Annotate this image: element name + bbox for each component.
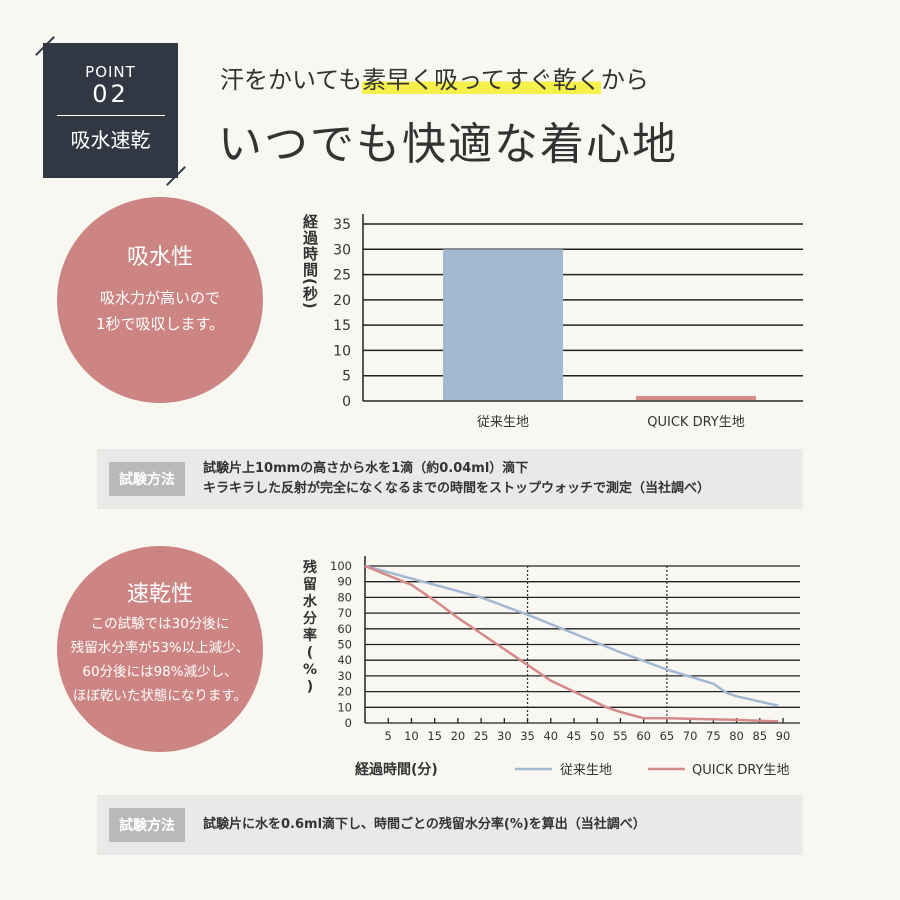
point-badge: POINT 02 吸水速乾 [43, 43, 178, 178]
x-tick-label: 65 [660, 729, 675, 743]
y-tick-label: 40 [337, 653, 352, 667]
y-tick-label: 10 [337, 700, 352, 714]
y-tick-label: 5 [342, 369, 351, 385]
circle-text: 1秒で吸収します。 [95, 315, 225, 333]
x-tick-label: 50 [590, 729, 605, 743]
badge-divider [56, 115, 165, 116]
y-tick-label: 90 [337, 575, 352, 589]
series-line [364, 564, 779, 723]
quick-dry-circle: 速乾性 この試験では30分後に 残留水分率が53%以上減少、 60分後には98%… [57, 546, 263, 752]
series-line [364, 564, 779, 707]
absorbency-circle: 吸水性 吸水力が高いので 1秒で吸収します。 [57, 197, 263, 403]
point-number: 02 [92, 80, 129, 108]
x-tick-label: 85 [752, 729, 767, 743]
x-axis-label: 経過時間(分) [355, 761, 438, 778]
page-title: いつでも快適な着心地 [218, 119, 678, 170]
y-tick-label: 20 [333, 293, 351, 309]
y-tick-label: 30 [337, 669, 352, 683]
y-tick-label: 60 [337, 622, 352, 636]
bar-chart-y-axis-label: 経過時間(秒) [301, 214, 319, 310]
subtitle-highlight: 素早く吸ってすぐ乾く [362, 66, 601, 94]
test-method-text: キラキラした反射が完全になくなるまでの時間をストップウォッチで測定（当社調べ） [203, 481, 711, 496]
legend-label: 従来生地 [560, 763, 612, 778]
test-method-label: 試験方法 [109, 462, 185, 496]
subtitle: 汗をかいても素早く吸ってすぐ乾くから [220, 60, 649, 95]
y-tick-label: 25 [333, 268, 351, 284]
x-tick-label: 70 [683, 729, 698, 743]
test-method-box-2: 試験方法 試験片に水を0.6ml滴下し、時間ごとの残留水分率(%)を算出（当社調… [97, 795, 803, 855]
legend-label: QUICK DRY生地 [692, 763, 789, 778]
x-tick-label: 45 [567, 729, 582, 743]
x-tick-label: 20 [451, 729, 466, 743]
circle-heading: 速乾性 [126, 582, 193, 607]
circle-text: 残留水分率が53%以上減少、 [70, 640, 250, 656]
y-tick-label: 20 [337, 685, 352, 699]
x-tick-label: 10 [404, 729, 419, 743]
y-tick-label: 35 [333, 217, 351, 233]
y-tick-label: 0 [342, 394, 351, 410]
y-axis-label-char: % [303, 662, 317, 678]
y-tick-label: 30 [333, 242, 351, 258]
x-tick-label: 60 [636, 729, 651, 743]
point-label: POINT [85, 63, 136, 81]
circle-text: この試験では30分後に [90, 616, 230, 632]
bar [636, 395, 756, 400]
y-axis-label-char: 留 [303, 576, 317, 593]
bar [443, 249, 563, 400]
x-tick-label: 40 [543, 729, 558, 743]
y-tick-label: 100 [330, 559, 352, 573]
circle-heading: 吸水性 [126, 245, 193, 270]
circle-text: 吸水力が高いので [99, 289, 220, 307]
x-tick-label: 30 [497, 729, 512, 743]
circle-text: ほぼ乾いた状態になります。 [72, 688, 248, 704]
y-tick-label: 15 [333, 318, 351, 334]
x-tick-label: 55 [613, 729, 628, 743]
y-tick-label: 50 [337, 638, 352, 652]
y-axis-label-char: 率 [303, 627, 317, 644]
x-tick-label: 80 [729, 729, 744, 743]
y-tick-label: 0 [345, 716, 352, 730]
test-method-label: 試験方法 [109, 808, 185, 842]
x-tick-label: 15 [427, 729, 442, 743]
x-tick-label: 75 [706, 729, 721, 743]
badge-title: 吸水速乾 [70, 128, 151, 152]
y-axis-label-char: 分 [303, 611, 317, 627]
x-tick-label: 従来生地 [477, 415, 529, 430]
circle-text: 60分後には98%減少し、 [82, 664, 238, 680]
x-tick-label: 35 [520, 729, 535, 743]
test-method-text: 試験片上10mmの高さから水を1滴（約0.04ml）滴下 [203, 461, 529, 476]
x-tick-label: QUICK DRY生地 [647, 415, 744, 430]
y-axis-label-char: 残 [303, 559, 317, 576]
test-method-box-1: 試験方法 試験片上10mmの高さから水を1滴（約0.04ml）滴下キラキラした反… [97, 449, 803, 509]
y-axis-label-char: 水 [303, 593, 318, 610]
x-tick-label: 5 [385, 729, 392, 743]
y-tick-label: 70 [337, 606, 352, 620]
y-axis-label-char: ( [307, 645, 313, 661]
x-tick-label: 25 [474, 729, 489, 743]
y-tick-label: 80 [337, 590, 352, 604]
test-method-text: 試験片に水を0.6ml滴下し、時間ごとの残留水分率(%)を算出（当社調べ） [203, 817, 646, 832]
y-tick-label: 10 [333, 343, 351, 359]
subtitle-pre: 汗をかいても [220, 66, 363, 94]
subtitle-post: から [600, 66, 649, 94]
x-tick-label: 90 [776, 729, 791, 743]
y-axis-label-char: ) [307, 679, 313, 695]
